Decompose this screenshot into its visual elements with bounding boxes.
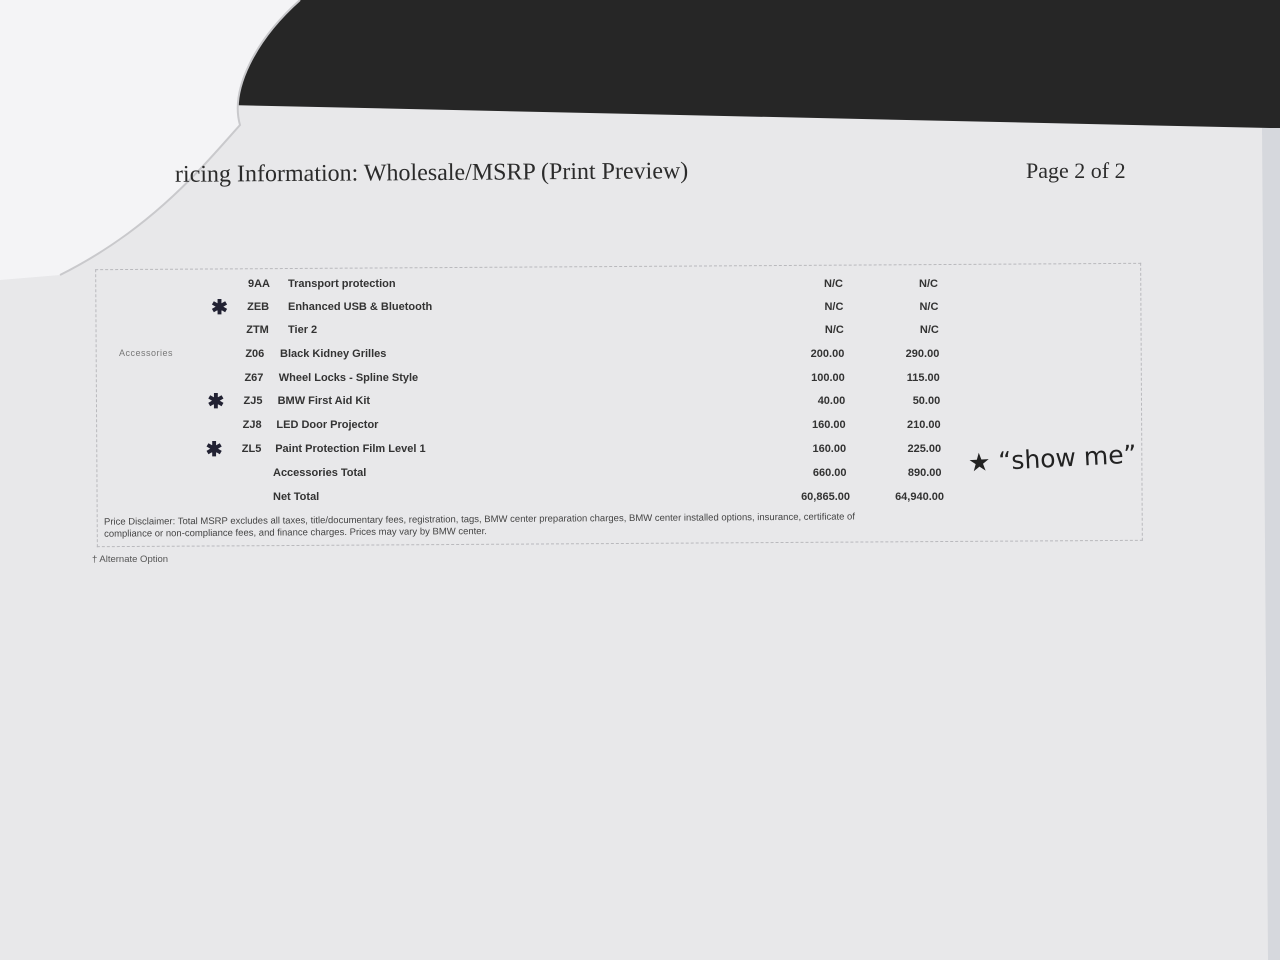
msrp-price: 890.00 xyxy=(907,467,942,479)
wholesale-price: 200.00 xyxy=(810,348,845,360)
alternate-option-footnote: † Alternate Option xyxy=(92,554,169,565)
option-description: Net Total xyxy=(273,491,320,503)
page-number: Page 2 of 2 xyxy=(1026,158,1126,183)
wholesale-price: N/C xyxy=(824,301,844,313)
option-code: ZL5 xyxy=(241,443,262,455)
wholesale-price: 160.00 xyxy=(812,443,847,455)
option-description: BMW First Aid Kit xyxy=(277,395,371,407)
wholesale-price: 100.00 xyxy=(811,372,845,384)
option-description: Transport protection xyxy=(288,278,396,290)
curled-page-flap xyxy=(0,0,300,280)
option-code: Z67 xyxy=(244,372,264,384)
option-description: Wheel Locks - Spline Style xyxy=(278,372,419,384)
wholesale-price: N/C xyxy=(824,324,844,336)
msrp-price: 210.00 xyxy=(907,419,941,431)
option-code: ZJ5 xyxy=(243,395,263,407)
option-description: Paint Protection Film Level 1 xyxy=(275,443,426,455)
page-title: ricing Information: Wholesale/MSRP (Prin… xyxy=(174,158,689,188)
msrp-price: N/C xyxy=(919,324,939,336)
handwritten-star-icon: ✱ xyxy=(205,439,223,461)
option-code: ZTM xyxy=(246,324,269,336)
section-label-accessories: Accessories xyxy=(119,348,174,358)
option-description: Enhanced USB & Bluetooth xyxy=(288,301,433,313)
option-code: ZJ8 xyxy=(242,419,262,431)
wholesale-price: 160.00 xyxy=(812,419,846,431)
option-code: 9AA xyxy=(248,278,271,290)
wholesale-price: 60,865.00 xyxy=(801,491,850,503)
option-code: Z06 xyxy=(245,348,265,360)
option-description: Tier 2 xyxy=(288,324,318,336)
msrp-price: 225.00 xyxy=(907,443,942,455)
option-description: Accessories Total xyxy=(273,467,367,479)
option-description: LED Door Projector xyxy=(276,419,379,431)
msrp-price: N/C xyxy=(919,278,938,290)
wholesale-price: 40.00 xyxy=(817,395,846,407)
handwritten-star-icon: ✱ xyxy=(211,297,228,319)
handwritten-star-icon: ✱ xyxy=(207,391,225,413)
msrp-price: 115.00 xyxy=(906,372,940,384)
msrp-price: N/C xyxy=(919,301,939,313)
msrp-price: 64,940.00 xyxy=(895,491,944,503)
wholesale-price: N/C xyxy=(824,278,843,290)
wholesale-price: 660.00 xyxy=(812,467,847,479)
option-description: Black Kidney Grilles xyxy=(280,348,387,360)
msrp-price: 290.00 xyxy=(905,348,940,360)
option-code: ZEB xyxy=(247,301,270,313)
msrp-price: 50.00 xyxy=(912,395,941,407)
